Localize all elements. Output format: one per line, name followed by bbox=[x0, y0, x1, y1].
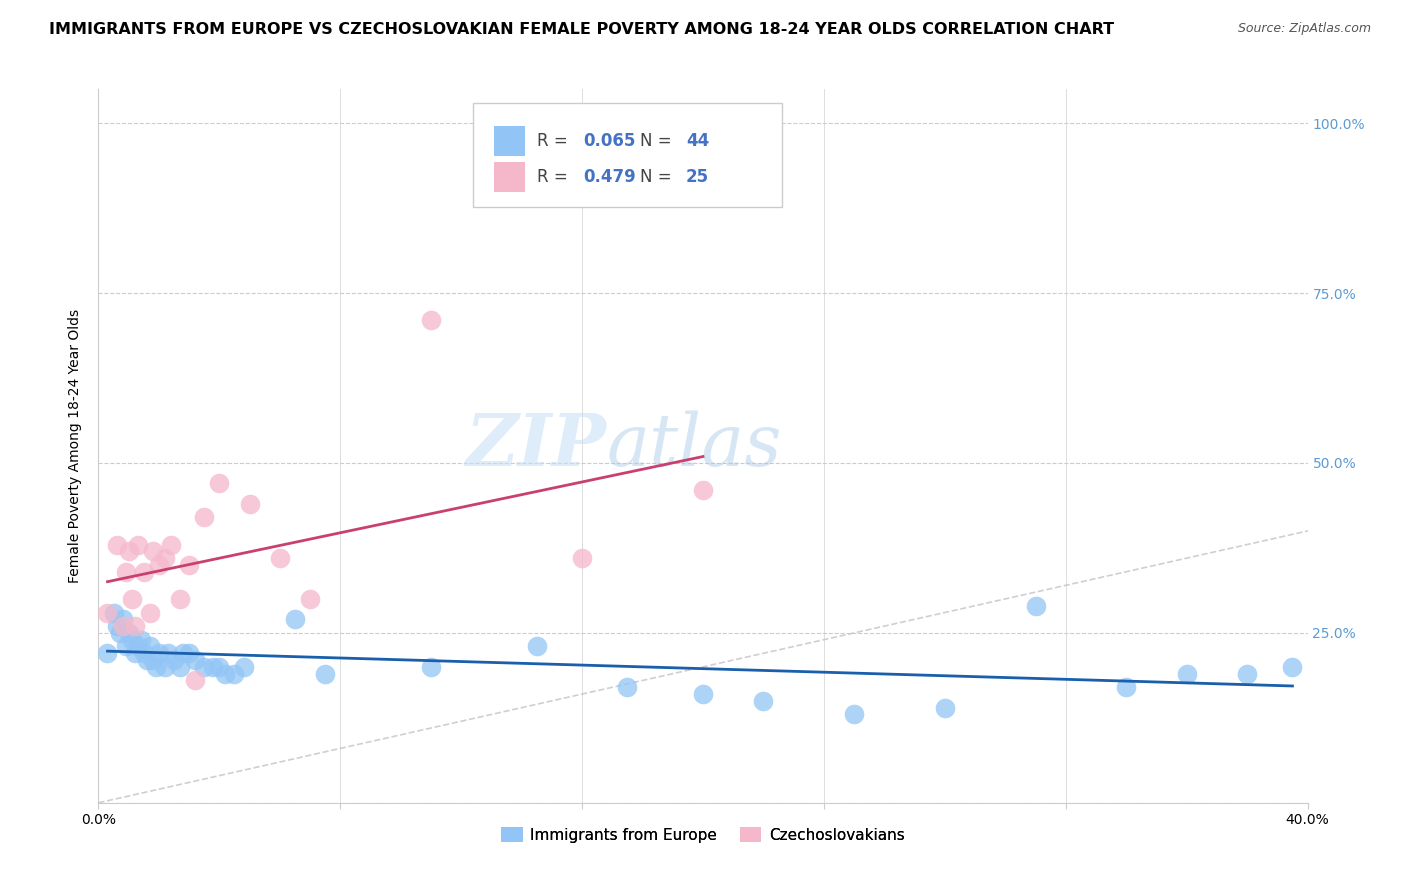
Point bbox=[135, 653, 157, 667]
Point bbox=[121, 591, 143, 606]
Point bbox=[202, 660, 225, 674]
Point bbox=[142, 544, 165, 558]
Point bbox=[1115, 680, 1137, 694]
Point bbox=[148, 646, 170, 660]
Point bbox=[179, 558, 201, 572]
Point bbox=[420, 660, 443, 674]
Point bbox=[193, 660, 215, 674]
Point bbox=[571, 551, 593, 566]
Point bbox=[153, 660, 176, 674]
Text: 0.479: 0.479 bbox=[583, 168, 636, 186]
Point bbox=[108, 626, 131, 640]
Point bbox=[145, 660, 167, 674]
Point bbox=[114, 640, 136, 654]
Point bbox=[1024, 599, 1046, 613]
Point bbox=[114, 565, 136, 579]
Point bbox=[284, 612, 307, 626]
Point bbox=[208, 476, 231, 491]
Point bbox=[314, 666, 336, 681]
Text: 25: 25 bbox=[686, 168, 709, 186]
Point bbox=[420, 313, 443, 327]
Point bbox=[214, 666, 236, 681]
Point bbox=[232, 660, 254, 674]
Point bbox=[105, 619, 128, 633]
Point bbox=[132, 565, 155, 579]
Point bbox=[96, 606, 118, 620]
Point bbox=[153, 551, 176, 566]
Text: Source: ZipAtlas.com: Source: ZipAtlas.com bbox=[1237, 22, 1371, 36]
Point bbox=[148, 558, 170, 572]
Text: R =: R = bbox=[537, 132, 574, 150]
Point bbox=[179, 646, 201, 660]
Legend: Immigrants from Europe, Czechoslovakians: Immigrants from Europe, Czechoslovakians bbox=[495, 821, 911, 848]
Text: 0.065: 0.065 bbox=[583, 132, 636, 150]
Point bbox=[299, 591, 322, 606]
Point bbox=[184, 673, 207, 688]
Text: N =: N = bbox=[640, 132, 678, 150]
Point bbox=[121, 632, 143, 647]
Point bbox=[193, 510, 215, 524]
Point bbox=[127, 537, 149, 551]
Point bbox=[239, 497, 262, 511]
Point bbox=[616, 680, 638, 694]
Point bbox=[692, 687, 714, 701]
Point bbox=[156, 646, 179, 660]
Point bbox=[111, 612, 134, 626]
Point bbox=[111, 619, 134, 633]
Point bbox=[752, 694, 775, 708]
Text: N =: N = bbox=[640, 168, 678, 186]
Point bbox=[169, 591, 191, 606]
Point bbox=[124, 619, 146, 633]
Y-axis label: Female Poverty Among 18-24 Year Olds: Female Poverty Among 18-24 Year Olds bbox=[69, 309, 83, 583]
Point bbox=[269, 551, 291, 566]
Point bbox=[139, 640, 162, 654]
Point bbox=[1175, 666, 1198, 681]
Point bbox=[224, 666, 246, 681]
Point bbox=[1236, 666, 1258, 681]
Point bbox=[127, 640, 149, 654]
Text: R =: R = bbox=[537, 168, 574, 186]
Point bbox=[163, 653, 186, 667]
Point bbox=[105, 537, 128, 551]
Point bbox=[96, 646, 118, 660]
Point bbox=[208, 660, 231, 674]
FancyBboxPatch shape bbox=[474, 103, 782, 207]
Point bbox=[934, 700, 956, 714]
Text: ZIP: ZIP bbox=[465, 410, 606, 482]
Point bbox=[129, 632, 152, 647]
Text: 44: 44 bbox=[686, 132, 709, 150]
Point bbox=[172, 646, 194, 660]
Point bbox=[124, 646, 146, 660]
Point bbox=[139, 606, 162, 620]
Text: IMMIGRANTS FROM EUROPE VS CZECHOSLOVAKIAN FEMALE POVERTY AMONG 18-24 YEAR OLDS C: IMMIGRANTS FROM EUROPE VS CZECHOSLOVAKIA… bbox=[49, 22, 1115, 37]
Point bbox=[118, 544, 141, 558]
Point bbox=[844, 707, 866, 722]
Text: atlas: atlas bbox=[606, 410, 782, 482]
Point bbox=[118, 626, 141, 640]
Point bbox=[160, 537, 183, 551]
Point bbox=[142, 653, 165, 667]
Point bbox=[132, 646, 155, 660]
Point bbox=[526, 640, 548, 654]
Bar bbox=[494, 127, 526, 156]
Point bbox=[169, 660, 191, 674]
Point bbox=[1281, 660, 1303, 674]
Point bbox=[103, 606, 125, 620]
Point bbox=[184, 653, 207, 667]
Bar bbox=[494, 162, 526, 192]
Point bbox=[692, 483, 714, 498]
